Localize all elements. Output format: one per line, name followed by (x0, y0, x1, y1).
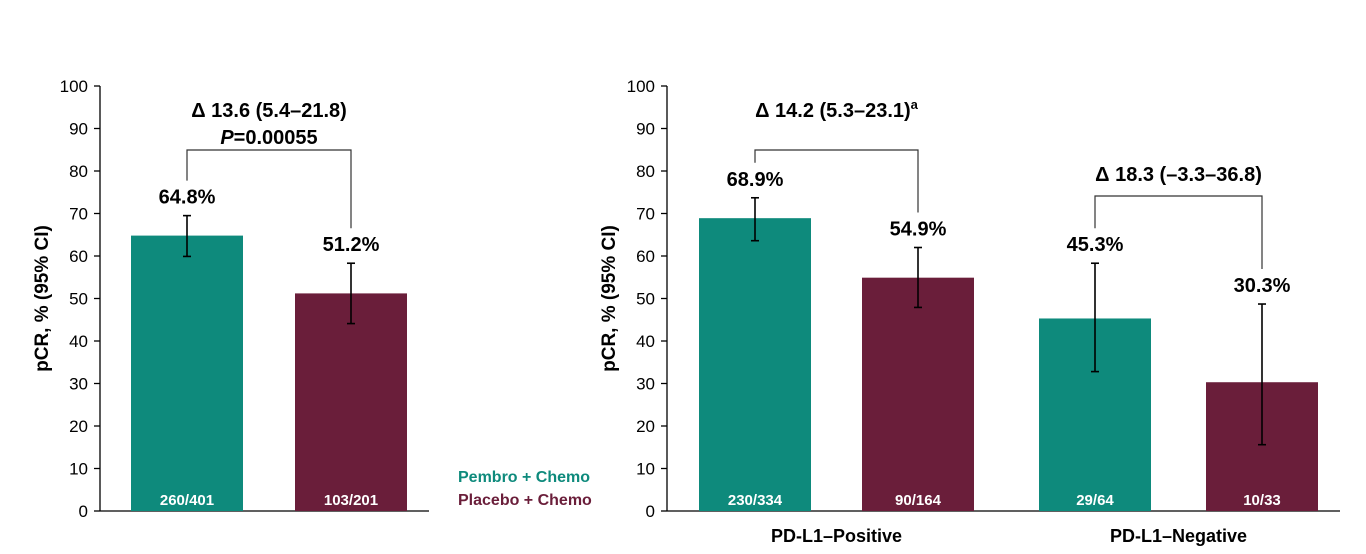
legend-item-pembro: Pembro + Chemo (458, 469, 590, 486)
y-tick-label: 40 (636, 332, 655, 351)
delta-annotation: Δ 18.3 (–3.3–36.8) (1095, 164, 1262, 186)
n-label: 230/334 (728, 492, 783, 509)
p-value-annotation: P=0.00055 (220, 127, 317, 149)
x-group-label: PD-L1–Negative (1110, 526, 1247, 546)
data-label: 51.2% (323, 234, 380, 256)
y-tick-label: 90 (69, 120, 88, 139)
comparison-bracket (754, 149, 919, 213)
bar-pembro (131, 235, 243, 511)
data-label: 64.8% (159, 187, 216, 209)
chart-panel-pdl1: 0 10 20 30 40 50 60 70 80 90 100 pCR, % (95% CI) 68.… (599, 77, 1340, 546)
y-axis-title: pCR, % (95% CI) (32, 225, 53, 372)
y-tick-label: 30 (69, 375, 88, 394)
y-tick-label: 10 (636, 460, 655, 479)
y-tick-label: 50 (69, 290, 88, 309)
legend: Pembro + Chemo Placebo + Chemo (458, 469, 592, 509)
bar-pembro (699, 218, 811, 512)
y-tick-label: 80 (69, 162, 88, 181)
n-label: 29/64 (1076, 492, 1114, 509)
n-label: 10/33 (1243, 492, 1281, 509)
n-label: 90/164 (895, 492, 942, 509)
y-tick-label: 50 (636, 290, 655, 309)
comparison-bracket (186, 149, 352, 229)
chart-panel-overall: 0 10 20 30 40 50 60 70 80 90 100 pCR, % (95% CI) 64.… (32, 77, 429, 521)
y-tick-label: 80 (636, 162, 655, 181)
bar-placebo (295, 293, 407, 511)
y-tick-label: 70 (636, 205, 655, 224)
y-tick-label: 60 (69, 247, 88, 266)
y-tick-label: 90 (636, 120, 655, 139)
y-tick-label: 20 (636, 417, 655, 436)
y-tick-label: 0 (79, 502, 88, 521)
y-tick-label: 100 (60, 77, 88, 96)
n-label: 260/401 (160, 492, 214, 509)
y-tick-label: 20 (69, 417, 88, 436)
y-tick-label: 70 (69, 205, 88, 224)
comparison-bracket (1094, 195, 1263, 270)
y-axis-title: pCR, % (95% CI) (599, 225, 620, 372)
y-tick-label: 100 (627, 77, 655, 96)
legend-item-placebo: Placebo + Chemo (458, 492, 592, 509)
delta-annotation: Δ 13.6 (5.4–21.8) (191, 100, 347, 122)
y-tick-label: 10 (69, 460, 88, 479)
y-tick-label: 40 (69, 332, 88, 351)
data-label: 68.9% (727, 169, 784, 191)
n-label: 103/201 (324, 492, 378, 509)
x-group-label: PD-L1–Positive (771, 526, 902, 546)
y-tick-label: 30 (636, 375, 655, 394)
data-label: 45.3% (1067, 234, 1124, 256)
data-label: 30.3% (1234, 275, 1291, 297)
bar-placebo (862, 277, 974, 511)
y-tick-label: 0 (646, 502, 655, 521)
data-label: 54.9% (890, 219, 947, 241)
y-tick-label: 60 (636, 247, 655, 266)
delta-annotation: Δ 14.2 (5.3–23.1)a (755, 97, 919, 122)
